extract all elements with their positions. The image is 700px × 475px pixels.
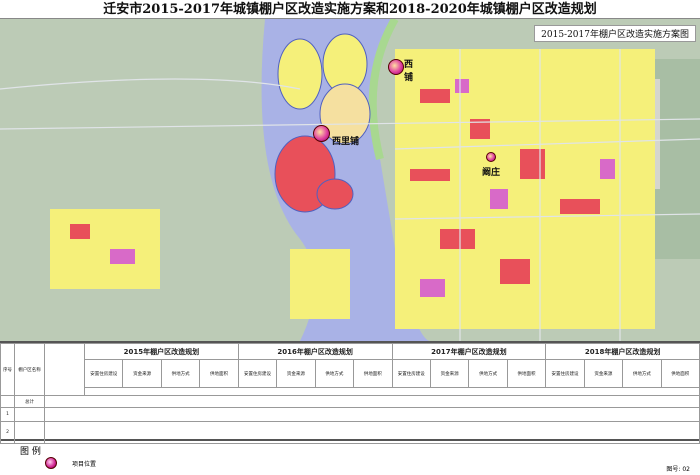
table-row: 1 — [0, 407, 700, 422]
sub-header: 供地方式 — [314, 359, 355, 388]
sub-header: 供地面积 — [353, 359, 393, 388]
project-location-icon[interactable] — [313, 125, 330, 142]
legend-title: 图 例 — [20, 447, 41, 457]
sub-header: 安置住房建设 — [237, 359, 278, 388]
location-label: 西里铺 — [332, 137, 360, 147]
year-header: 2015年棚户区改造规划 — [84, 343, 239, 360]
map[interactable]: 2015-2017年棚户区改造实施方案图 西铺 西里铺 阚庄 — [0, 19, 700, 341]
legend: 图 例 项目位置 图号: 02 — [0, 443, 700, 475]
location-label: 西铺 — [404, 60, 414, 83]
table-row: 总计 — [0, 395, 700, 408]
sub-header: 资金来源 — [429, 359, 470, 388]
sub-header: 供地面积 — [660, 359, 700, 388]
sub-header: 安置住房建设 — [83, 359, 124, 388]
map-subtitle: 2015-2017年棚户区改造实施方案图 — [534, 25, 696, 42]
col-index: 序号 — [0, 343, 15, 396]
plan-table: 序号 棚户区名称 2015年棚户区改造规划 2016年棚户区改造规划 2017年… — [0, 341, 700, 444]
page-title: 迁安市2015-2017年城镇棚户区改造实施方案和2018-2020年城镇棚户区… — [0, 0, 700, 19]
project-location-icon[interactable] — [388, 59, 404, 75]
year-header: 2016年棚户区改造规划 — [237, 343, 393, 360]
sub-header: 资金来源 — [276, 359, 316, 388]
table-row: 2 — [0, 421, 700, 444]
sub-header: 供地方式 — [160, 359, 201, 388]
sub-header: 供地面积 — [199, 359, 239, 388]
sub-header: 安置住房建设 — [545, 359, 585, 388]
sub-header: 安置住房建设 — [391, 359, 431, 388]
sub-header: 资金来源 — [583, 359, 624, 388]
project-location-icon — [45, 457, 57, 469]
page-number: 图号: 02 — [666, 466, 690, 473]
row-index: 1 — [0, 407, 15, 422]
project-location-icon[interactable] — [486, 152, 496, 162]
sub-header: 供地方式 — [622, 359, 662, 388]
year-header: 2017年棚户区改造规划 — [391, 343, 547, 360]
year-header: 2018年棚户区改造规划 — [545, 343, 700, 360]
total-label: 总计 — [14, 395, 45, 408]
map-canvas — [0, 19, 700, 341]
sub-header: 供地方式 — [468, 359, 508, 388]
location-label: 阚庄 — [482, 168, 501, 178]
sub-header: 供地面积 — [506, 359, 547, 388]
col-name: 棚户区名称 — [14, 343, 45, 396]
sub-header: 资金来源 — [122, 359, 162, 388]
legend-label: 项目位置 — [72, 461, 97, 468]
row-index: 2 — [0, 421, 15, 444]
